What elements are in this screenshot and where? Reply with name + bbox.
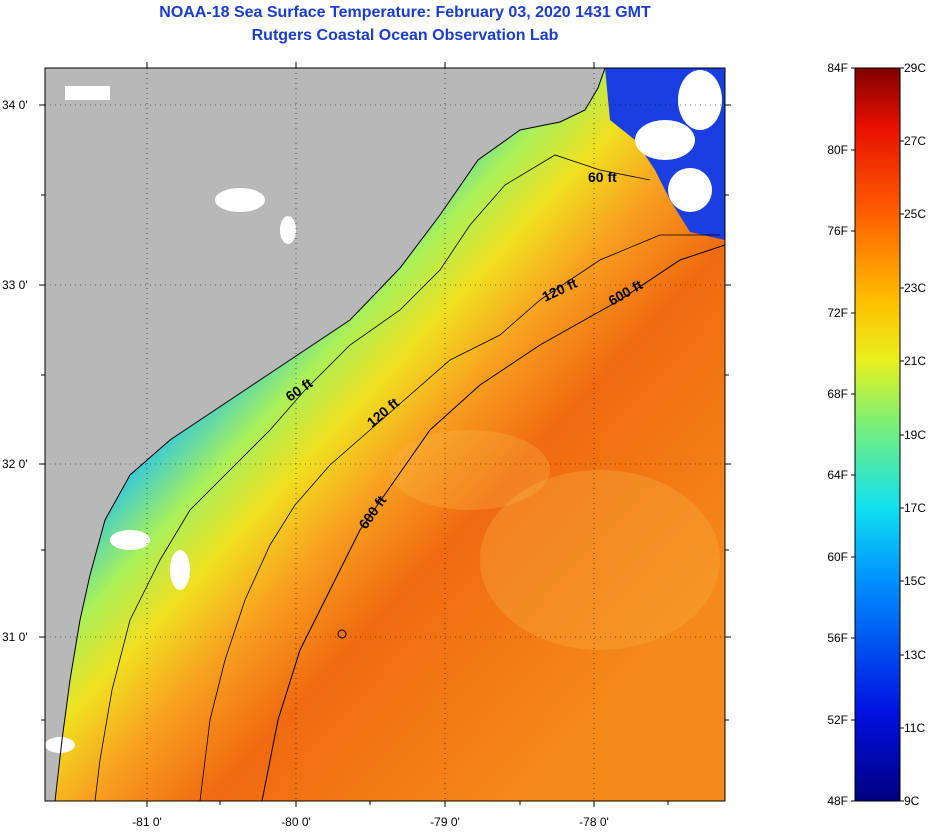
cb-c-label: 13C	[904, 648, 926, 662]
axis-ticks	[39, 62, 731, 807]
cb-f-label: 80F	[827, 143, 848, 157]
cb-c-label: 29C	[904, 61, 926, 75]
cb-f-label: 76F	[827, 224, 848, 238]
cloud	[215, 188, 265, 212]
cb-c-label: 17C	[904, 501, 926, 515]
coastline	[54, 68, 606, 801]
cloud	[45, 737, 75, 753]
contour-60ft	[94, 154, 651, 801]
lat-label: 33 0'	[2, 278, 28, 292]
sounding-mark	[337, 629, 347, 639]
cloud	[678, 70, 722, 130]
cb-f-label: 68F	[827, 387, 848, 401]
cb-c-label: 19C	[904, 428, 926, 442]
cb-c-label: 25C	[904, 207, 926, 221]
cb-f-label: 72F	[827, 306, 848, 320]
cb-f-label: 48F	[827, 794, 848, 808]
cb-f-label: 64F	[827, 468, 848, 482]
cb-f-label: 84F	[827, 61, 848, 75]
contour-120ft	[199, 234, 720, 801]
map-subtitle: Rutgers Coastal Ocean Observation Lab	[251, 27, 559, 44]
lon-label: -81 0'	[132, 815, 162, 829]
cloud	[280, 216, 296, 244]
graticule	[45, 68, 725, 801]
cb-c-label: 9C	[904, 794, 920, 808]
cloud	[110, 530, 150, 550]
cloud	[635, 120, 695, 160]
map-title: NOAA-18 Sea Surface Temperature: Februar…	[159, 4, 651, 21]
lat-label: 31 0'	[2, 630, 28, 644]
cloud	[65, 86, 110, 100]
land	[45, 68, 605, 801]
colorbar-f-labels: 84F 80F 76F 72F 68F 64F 60F 56F 52F 48F	[827, 61, 848, 808]
warm-eddy	[390, 430, 550, 510]
cb-f-label: 60F	[827, 550, 848, 564]
lon-label: -79 0'	[430, 815, 460, 829]
cloud	[668, 168, 712, 212]
cb-c-label: 15C	[904, 574, 926, 588]
cb-f-label: 52F	[827, 713, 848, 727]
warm-eddy	[480, 470, 720, 650]
lon-label: -80 0'	[281, 815, 311, 829]
colorbar-c-labels: 29C 27C 25C 23C 21C 19C 17C 15C 13C 11C …	[904, 61, 926, 808]
colorbar	[854, 67, 901, 802]
cb-c-label: 23C	[904, 281, 926, 295]
contour-600ft	[261, 244, 725, 801]
cb-c-label: 27C	[904, 134, 926, 148]
map-frame	[44, 67, 726, 802]
colorbar-ticks	[851, 67, 904, 802]
cb-c-label: 21C	[904, 354, 926, 368]
cloud	[170, 550, 190, 590]
lat-label: 34 0'	[2, 98, 28, 112]
lon-label: -78 0'	[579, 815, 609, 829]
lat-label: 32 0'	[2, 457, 28, 471]
contour-label: 60 ft	[588, 169, 617, 185]
cb-c-label: 11C	[904, 721, 925, 735]
cb-f-label: 56F	[827, 631, 848, 645]
